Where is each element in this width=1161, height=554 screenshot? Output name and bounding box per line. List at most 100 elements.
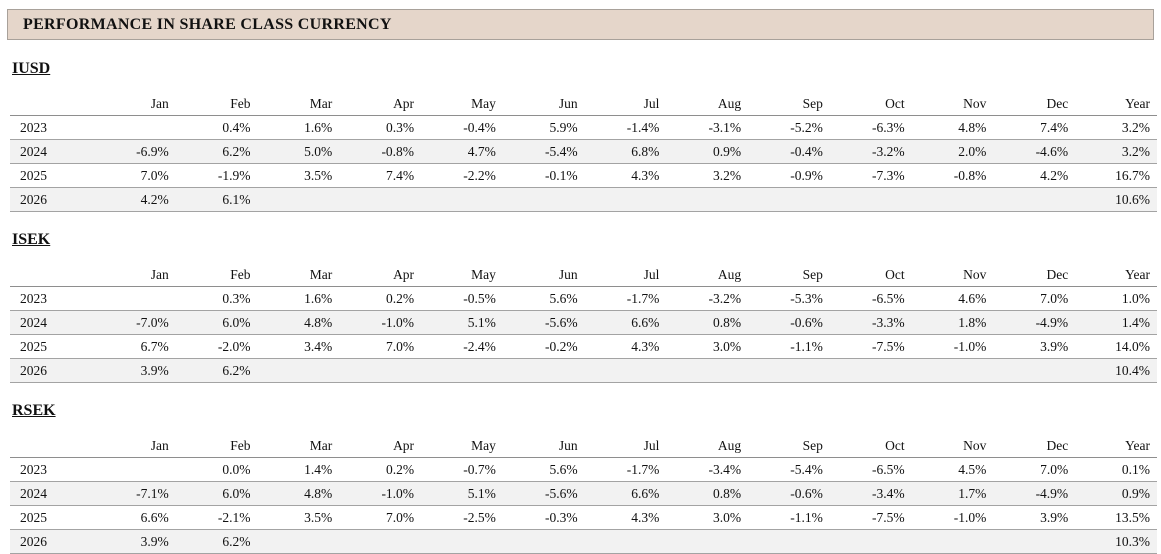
column-header: May	[421, 263, 503, 287]
column-header: Oct	[829, 434, 912, 458]
page-title-bar: PERFORMANCE IN SHARE CLASS CURRENCY	[7, 9, 1154, 40]
value-cell: 4.8%	[257, 481, 340, 506]
value-cell	[748, 358, 830, 383]
value-cell: -4.6%	[993, 139, 1076, 164]
value-cell	[666, 187, 749, 212]
value-cell: 0.8%	[666, 310, 749, 335]
value-cell	[339, 187, 422, 212]
value-cell: 3.2%	[666, 163, 749, 188]
value-cell: -0.3%	[502, 505, 585, 530]
value-cell: -2.2%	[421, 163, 503, 188]
value-cell: 6.6%	[584, 481, 667, 506]
value-cell: -1.4%	[584, 115, 667, 140]
value-cell: 1.0%	[1075, 286, 1157, 311]
value-cell: 14.0%	[1075, 334, 1157, 359]
value-cell: 4.3%	[584, 334, 667, 359]
value-cell: -0.7%	[421, 457, 503, 482]
value-cell: -2.5%	[421, 505, 503, 530]
value-cell: 6.2%	[175, 358, 258, 383]
value-cell: 0.0%	[175, 457, 258, 482]
value-cell: 10.3%	[1075, 529, 1157, 554]
value-cell	[993, 187, 1076, 212]
value-cell: 10.4%	[1075, 358, 1157, 383]
value-cell: 5.1%	[421, 481, 503, 506]
column-header: Jul	[584, 263, 667, 287]
value-cell: -3.4%	[829, 481, 912, 506]
column-header: Jun	[502, 434, 585, 458]
row-label-column-header	[10, 263, 94, 287]
value-cell: -7.1%	[94, 481, 176, 506]
column-header: Nov	[911, 92, 994, 116]
value-cell: -1.1%	[748, 334, 830, 359]
value-cell: 7.4%	[993, 115, 1076, 140]
value-cell: 3.5%	[257, 505, 340, 530]
year-cell: 2025	[10, 505, 94, 530]
value-cell: -5.6%	[502, 310, 585, 335]
share-class-title: IUSD	[12, 60, 51, 77]
value-cell	[584, 358, 667, 383]
value-cell: -3.3%	[829, 310, 912, 335]
value-cell: 1.8%	[911, 310, 994, 335]
value-cell: 4.6%	[911, 286, 994, 311]
value-cell: 6.2%	[175, 139, 258, 164]
value-cell: 4.2%	[993, 163, 1076, 188]
value-cell: -2.0%	[175, 334, 258, 359]
value-cell: 6.6%	[94, 505, 176, 530]
value-cell: -1.7%	[584, 457, 667, 482]
value-cell: 1.4%	[257, 457, 340, 482]
value-cell	[421, 187, 503, 212]
year-cell: 2026	[10, 358, 94, 383]
share-class-sections: IUSD Jan Feb Mar Apr May Jun Jul Aug Sep Oct Nov De…	[7, 60, 1157, 554]
value-cell: -3.1%	[666, 115, 749, 140]
value-cell: 3.9%	[94, 529, 176, 554]
value-cell	[829, 529, 912, 554]
column-header: Sep	[748, 92, 830, 116]
value-cell: -5.6%	[502, 481, 585, 506]
value-cell: -2.1%	[175, 505, 258, 530]
column-header: Jan	[94, 263, 176, 287]
table-row: 2023 0.4% 1.6% 0.3% -0.4% 5.9% -1.4% -3.1% -5.2%…	[10, 115, 1157, 140]
table-row: 2025 6.6% -2.1% 3.5% 7.0% -2.5% -0.3% 4.3% 3.0% -…	[10, 505, 1157, 530]
value-cell: 3.2%	[1075, 139, 1157, 164]
value-cell	[911, 187, 994, 212]
share-class-title: RSEK	[12, 402, 56, 419]
value-cell: -6.5%	[829, 457, 912, 482]
column-header: Dec	[993, 92, 1076, 116]
value-cell: -0.6%	[748, 310, 830, 335]
value-cell: 6.7%	[94, 334, 176, 359]
column-header: Mar	[257, 92, 340, 116]
value-cell: 4.8%	[911, 115, 994, 140]
value-cell	[257, 358, 340, 383]
share-class-section: ISEK Jan Feb Mar Apr May Jun Jul Aug Sep Oct Nov De…	[7, 231, 1157, 383]
value-cell: 0.9%	[666, 139, 749, 164]
page-title: PERFORMANCE IN SHARE CLASS CURRENCY	[23, 15, 392, 33]
value-cell: 5.9%	[502, 115, 585, 140]
table-row: 2025 6.7% -2.0% 3.4% 7.0% -2.4% -0.2% 4.3% 3.0% -…	[10, 334, 1157, 359]
year-cell: 2026	[10, 529, 94, 554]
value-cell: -4.9%	[993, 481, 1076, 506]
value-cell: 6.6%	[584, 310, 667, 335]
value-cell: -4.9%	[993, 310, 1076, 335]
value-cell: 13.5%	[1075, 505, 1157, 530]
column-header: Aug	[666, 92, 749, 116]
share-class-section: IUSD Jan Feb Mar Apr May Jun Jul Aug Sep Oct Nov De…	[7, 60, 1157, 212]
value-cell: 6.2%	[175, 529, 258, 554]
value-cell	[829, 358, 912, 383]
table-row: 2026 4.2% 6.1% 10.6%	[10, 187, 1157, 212]
value-cell: 1.7%	[911, 481, 994, 506]
table-row: 2025 7.0% -1.9% 3.5% 7.4% -2.2% -0.1% 4.3% 3.2% -…	[10, 163, 1157, 188]
row-label-column-header	[10, 92, 94, 116]
value-cell: 10.6%	[1075, 187, 1157, 212]
value-cell	[666, 358, 749, 383]
value-cell: -3.2%	[666, 286, 749, 311]
year-cell: 2024	[10, 139, 94, 164]
table-row: 2023 0.3% 1.6% 0.2% -0.5% 5.6% -1.7% -3.2% -5.3%…	[10, 286, 1157, 311]
value-cell: 6.0%	[175, 481, 258, 506]
value-cell	[911, 529, 994, 554]
column-header: Oct	[829, 263, 912, 287]
value-cell	[94, 457, 176, 482]
column-header: Feb	[175, 434, 258, 458]
column-header: Jul	[584, 92, 667, 116]
column-header: Dec	[993, 434, 1076, 458]
table-row: 2024 -7.1% 6.0% 4.8% -1.0% 5.1% -5.6% 6.6% 0.8% -…	[10, 481, 1157, 506]
